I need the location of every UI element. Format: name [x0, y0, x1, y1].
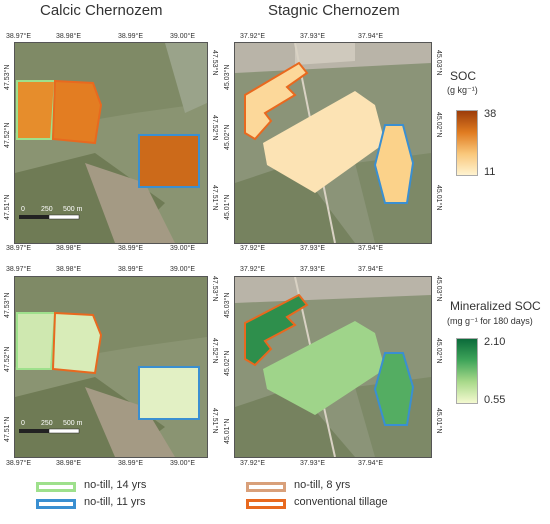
tick-y-45-01-left-2: 45.01°N: [224, 418, 231, 444]
colorbar-min-min: 0.55: [484, 394, 506, 406]
legend-swatch-conventional: [246, 499, 286, 509]
tick-y-45-02-left: 45.02°N: [224, 124, 231, 150]
tick-x-37-93-bottom: 37.93°E: [300, 245, 325, 252]
map-calcic-soc: 0 250 500 m: [14, 42, 208, 244]
legend-label-no-till-8: no-till, 8 yrs: [294, 479, 351, 491]
field-conventional-min: [51, 311, 103, 375]
scalebar-label-500-bottom: 500 m: [63, 420, 83, 427]
tick-y-47-53-right: 47.53°N: [211, 50, 218, 76]
tick-x-38-97-bottom-2: 38.97°E: [6, 460, 31, 467]
legend-label-conventional: conventional tillage: [294, 496, 388, 508]
colorbar-soc-title: SOC: [450, 69, 477, 83]
tick-y-45-02-right: 45.02°N: [435, 112, 442, 138]
colorbar-soc: [456, 110, 478, 176]
legend-no-till-8: no-till, 8 yrs: [246, 479, 446, 494]
tick-x-37-94-top-2: 37.94°E: [358, 266, 383, 273]
scalebar-label-250-bottom: 250: [41, 420, 53, 427]
tick-x-38-97-top-2: 38.97°E: [6, 266, 31, 273]
field-no-till-14-min: [16, 312, 57, 370]
legend-conventional-tillage: conventional tillage: [246, 496, 446, 511]
legend-swatch-no-till-14: [36, 482, 76, 492]
tick-x-38-99-top: 38.99°E: [118, 33, 143, 40]
tick-y-47-53-left: 47.53°N: [4, 64, 11, 90]
legend-swatch-no-till-11: [36, 499, 76, 509]
tick-x-38-98-bottom-2: 38.98°E: [56, 460, 81, 467]
field-no-till-14-stagnic-soc: [263, 91, 385, 193]
tick-x-39-00-bottom-2: 39.00°E: [170, 460, 195, 467]
tick-x-37-94-bottom: 37.94°E: [358, 245, 383, 252]
tick-x-37-93-top: 37.93°E: [300, 33, 325, 40]
tick-y-47-52-right: 47.52°N: [211, 115, 218, 141]
tick-y-47-53-left-2: 47.53°N: [4, 292, 11, 318]
tick-x-38-98-top: 38.98°E: [56, 33, 81, 40]
colorbar-min-unit: (mg g⁻¹ for 180 days): [447, 316, 533, 326]
field-conventional-stagnic-soc: [244, 61, 309, 141]
tick-x-38-98-top-2: 38.98°E: [56, 266, 81, 273]
tick-y-47-53-right-2: 47.53°N: [211, 276, 218, 302]
tick-x-39-00-bottom: 39.00°E: [170, 245, 195, 252]
colorbar-min: [456, 338, 478, 404]
tick-x-38-99-top-2: 38.99°E: [118, 266, 143, 273]
tick-y-45-03-left: 45.03°N: [224, 64, 231, 90]
colorbar-soc-unit: (g kg⁻¹): [447, 85, 478, 95]
field-no-till-14-stagnic-min: [263, 321, 385, 415]
tick-y-47-52-left: 47.52°N: [4, 122, 11, 148]
tick-y-47-51-left-2: 47.51°N: [4, 416, 11, 442]
tick-x-38-97-bottom: 38.97°E: [6, 245, 31, 252]
legend-label-no-till-14: no-till, 14 yrs: [84, 479, 147, 491]
scalebar-label-250: 250: [41, 206, 53, 213]
map-stagnic-soc: [234, 42, 432, 244]
legend-label-no-till-11: no-till, 11 yrs: [84, 496, 146, 508]
tick-y-47-51-right-2: 47.51°N: [211, 408, 218, 434]
tick-y-45-01-right-2: 45.01°N: [435, 408, 442, 434]
tick-y-45-01-right: 45.01°N: [435, 185, 442, 211]
legend-no-till-11: no-till, 11 yrs: [36, 496, 216, 511]
tick-x-37-94-bottom-2: 37.94°E: [358, 460, 383, 467]
map-calcic-mineralized: 0 250 500 m: [14, 276, 208, 458]
scalebar-label-500: 500 m: [63, 206, 83, 213]
tick-x-38-98-bottom: 38.98°E: [56, 245, 81, 252]
map-stagnic-mineralized: [234, 276, 432, 458]
tick-y-47-51-right: 47.51°N: [211, 185, 218, 211]
field-no-till-14-soc: [16, 80, 57, 140]
legend-swatch-no-till-8: [246, 482, 286, 492]
tick-y-45-03-right: 45.03°N: [435, 50, 442, 76]
colorbar-min-max: 2.10: [484, 336, 506, 348]
tick-x-37-92-bottom-2: 37.92°E: [240, 460, 265, 467]
tick-x-37-92-top-2: 37.92°E: [240, 266, 265, 273]
tick-y-45-02-right-2: 45.02°N: [435, 338, 442, 364]
tick-x-38-99-bottom-2: 38.99°E: [118, 460, 143, 467]
tick-x-37-93-bottom-2: 37.93°E: [300, 460, 325, 467]
tick-x-37-92-top: 37.92°E: [240, 33, 265, 40]
tick-y-45-02-left-2: 45.02°N: [224, 350, 231, 376]
tick-x-37-94-top: 37.94°E: [358, 33, 383, 40]
colorbar-soc-max: 38: [484, 108, 497, 120]
tick-y-45-03-left-2: 45.03°N: [224, 292, 231, 318]
tick-y-47-52-left-2: 47.52°N: [4, 346, 11, 372]
field-no-till-11-soc: [138, 134, 200, 188]
tick-x-39-00-top-2: 39.00°E: [170, 266, 195, 273]
legend-no-till-14: no-till, 14 yrs: [36, 479, 216, 494]
scalebar-label-0-bottom: 0: [21, 420, 25, 427]
field-no-till-11-min: [138, 366, 200, 420]
field-no-till-11-stagnic-min: [373, 352, 415, 426]
tick-x-37-92-bottom: 37.92°E: [240, 245, 265, 252]
tick-x-39-00-top: 39.00°E: [170, 33, 195, 40]
tick-y-45-01-left: 45.01°N: [224, 194, 231, 220]
tick-x-37-93-top-2: 37.93°E: [300, 266, 325, 273]
tick-y-47-51-left: 47.51°N: [4, 194, 11, 220]
colorbar-min-title: Mineralized SOC: [450, 299, 541, 313]
tick-y-45-03-right-2: 45.03°N: [435, 276, 442, 302]
field-conventional-stagnic-min: [244, 293, 309, 367]
title-stagnic-chernozem: Stagnic Chernozem: [268, 2, 400, 19]
scalebar-label-0: 0: [21, 206, 25, 213]
tick-x-38-97-top: 38.97°E: [6, 33, 31, 40]
tick-x-38-99-bottom: 38.99°E: [118, 245, 143, 252]
colorbar-soc-min: 11: [484, 166, 496, 178]
field-no-till-11-stagnic-soc: [373, 124, 415, 204]
tick-y-47-52-right-2: 47.52°N: [211, 338, 218, 364]
title-calcic-chernozem: Calcic Chernozem: [40, 2, 163, 19]
field-conventional-soc: [51, 79, 103, 145]
